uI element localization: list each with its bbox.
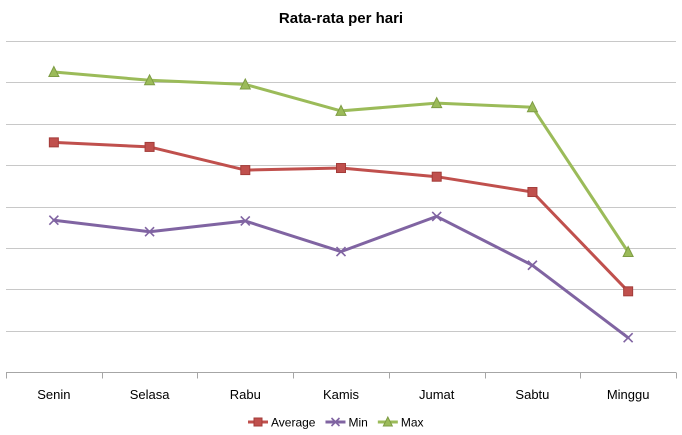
data-point-marker (240, 165, 251, 176)
data-point-marker (336, 163, 346, 174)
legend-label-average: Average (271, 416, 316, 430)
x-axis: Senin Selasa Rabu Kamis Jumat Sabtu Minggu (6, 372, 677, 402)
series-min (48, 211, 634, 343)
data-point-marker (527, 187, 538, 198)
series-max (48, 65, 634, 258)
data-point-marker (431, 211, 442, 222)
data-point-marker (239, 77, 252, 90)
data-point-marker (144, 141, 155, 152)
x-tick-label: Rabu (230, 387, 261, 402)
data-point-marker (48, 137, 59, 148)
data-point-marker (527, 260, 538, 271)
legend-item-max: Max (377, 415, 424, 430)
data-point-marker (622, 245, 634, 258)
legend-item-average: Average (248, 416, 316, 430)
data-point-marker (144, 226, 155, 237)
plot-area (48, 65, 634, 343)
data-point-marker (335, 104, 347, 116)
legend: Average Min Max (248, 416, 424, 430)
data-point-marker (330, 417, 341, 427)
x-tick-label: Senin (37, 387, 70, 402)
x-tick-label: Sabtu (515, 387, 549, 402)
series-line-max (52, 70, 630, 254)
x-tick-label: Kamis (323, 387, 360, 402)
gridlines (6, 41, 676, 332)
data-point-marker (240, 215, 251, 227)
data-point-marker (431, 171, 442, 182)
data-point-marker (253, 417, 263, 427)
legend-label-min: Min (348, 416, 367, 430)
data-point-marker (143, 73, 156, 86)
legend-label-max: Max (401, 416, 424, 430)
series-line-min (52, 214, 630, 340)
data-point-marker (430, 96, 443, 109)
data-point-marker (48, 65, 60, 78)
series-average (48, 137, 634, 297)
data-point-marker (48, 215, 59, 226)
data-point-marker (335, 246, 347, 257)
data-point-marker (526, 100, 539, 113)
data-point-marker (623, 286, 634, 297)
x-tick-label: Minggu (607, 387, 650, 402)
x-tick-label: Jumat (419, 387, 455, 402)
chart-title: Rata-rata per hari (279, 10, 403, 27)
data-point-marker (623, 332, 634, 343)
legend-item-min: Min (325, 416, 368, 430)
data-point-marker (382, 415, 394, 427)
x-tick-label: Selasa (130, 387, 171, 402)
